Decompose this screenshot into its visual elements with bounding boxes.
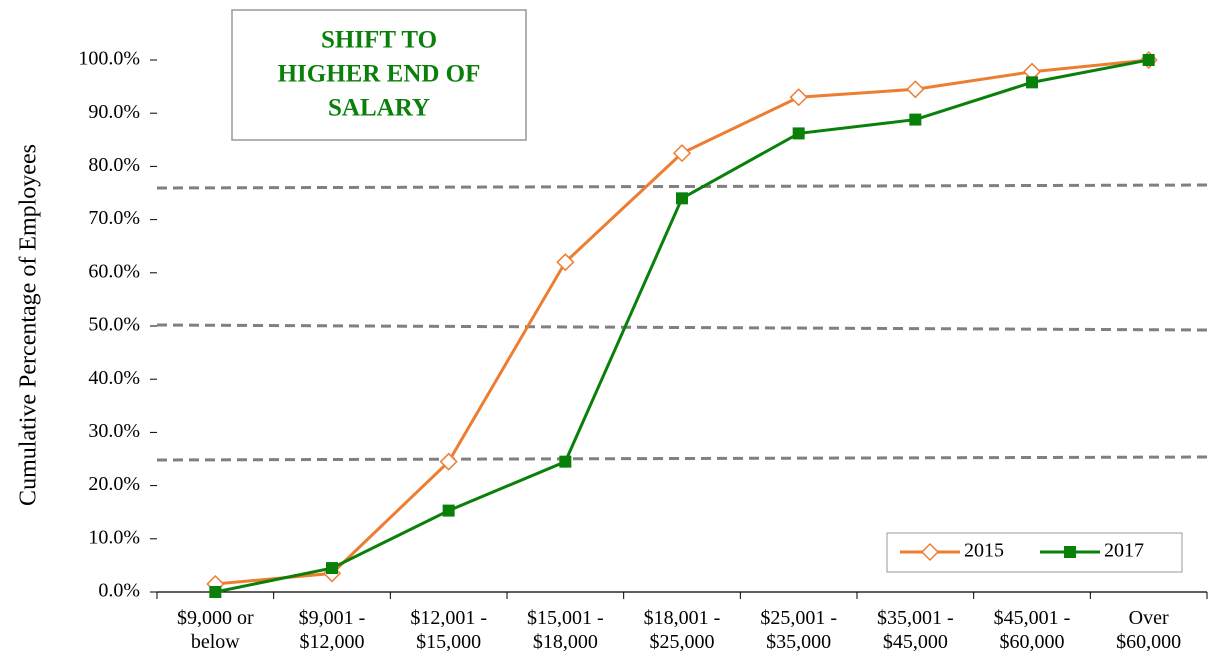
marker (559, 455, 572, 468)
y-tick-label: 50.0% (88, 314, 140, 336)
x-tick-label: Over $60,000 (1116, 607, 1182, 653)
annotation-text: HIGHER END OF (278, 61, 481, 88)
reference-line (156, 455, 1208, 462)
y-tick-label: 10.0% (88, 526, 140, 548)
y-tick-label: 60.0% (88, 260, 140, 282)
reference-line (156, 183, 1208, 190)
y-axis-label: Cumulative Percentage of Employees (16, 144, 42, 506)
y-tick-label: 100.0% (78, 48, 140, 70)
annotation-text: SHIFT TO (321, 27, 437, 54)
marker (1026, 76, 1038, 89)
x-tick-label: $9,000 or below (176, 607, 254, 653)
marker (1142, 54, 1155, 66)
legend-marker (920, 542, 940, 562)
marker (789, 88, 808, 107)
y-tick-label: 20.0% (88, 473, 140, 495)
marker (442, 504, 455, 517)
y-tick-label: 70.0% (88, 207, 140, 229)
y-tick-label: 0.0% (98, 580, 140, 602)
x-tick-label: $12,001 - $15,000 (410, 607, 487, 653)
y-tick-label: 80.0% (88, 154, 140, 176)
x-tick-label: $45,001 - $60,000 (993, 607, 1071, 653)
reference-line (156, 323, 1208, 332)
legend-label: 2015 (964, 540, 1004, 562)
legend-label: 2017 (1104, 540, 1144, 562)
x-tick-label: $25,001 - $35,000 (760, 607, 837, 653)
x-tick-label: $35,001 - $45,000 (876, 607, 954, 653)
marker (209, 586, 222, 598)
marker (676, 192, 688, 205)
legend-marker (1064, 546, 1076, 558)
marker (556, 253, 575, 272)
x-tick-label: $9,001 - $12,000 (298, 607, 366, 653)
annotation-text: SALARY (328, 95, 430, 122)
y-tick-label: 90.0% (88, 101, 140, 123)
y-tick-label: 30.0% (88, 420, 140, 442)
marker (906, 80, 925, 99)
marker (792, 127, 805, 140)
marker (326, 562, 338, 575)
marker (439, 452, 458, 471)
x-tick-label: $15,001 - $18,000 (526, 607, 604, 653)
marker (909, 113, 922, 126)
annotation-box (231, 9, 527, 141)
marker (672, 144, 692, 163)
x-tick-label: $18,001 - $25,000 (643, 607, 721, 653)
y-tick-label: 40.0% (88, 367, 140, 389)
